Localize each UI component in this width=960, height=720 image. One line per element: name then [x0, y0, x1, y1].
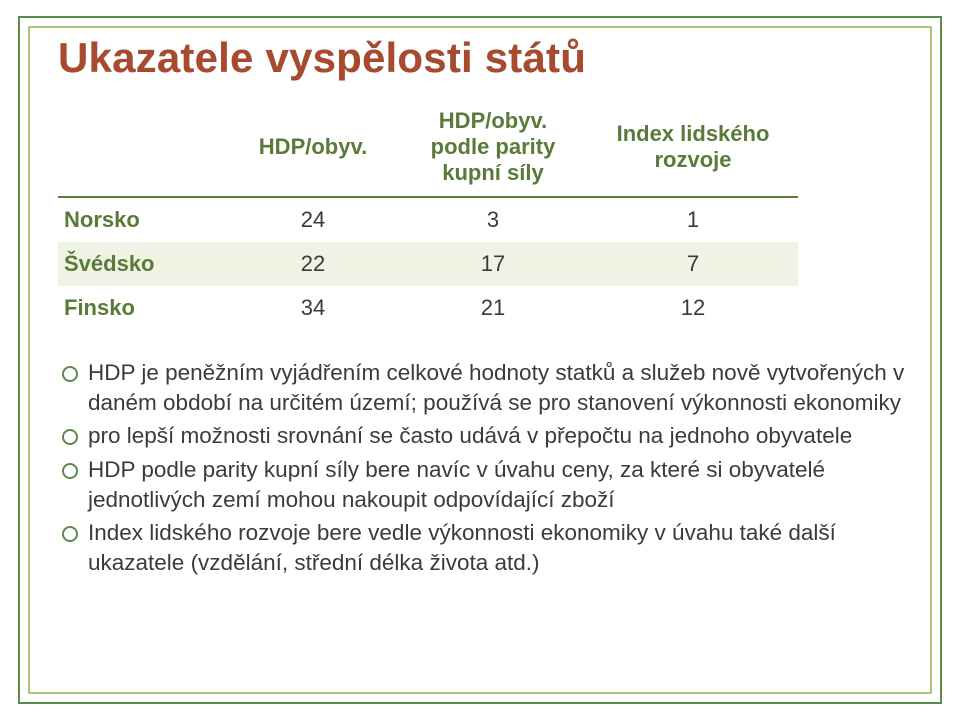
cell: 34	[228, 286, 398, 330]
row-label: Finsko	[58, 286, 228, 330]
table-row: Finsko 34 21 12	[58, 286, 798, 330]
page-title: Ukazatele vyspělosti států	[58, 34, 918, 82]
cell: 7	[588, 242, 798, 286]
cell: 22	[228, 242, 398, 286]
cell: 1	[588, 197, 798, 242]
list-item: pro lepší možnosti srovnání se často udá…	[58, 421, 918, 451]
bullet-list: HDP je peněžním vyjádřením celkové hodno…	[58, 358, 918, 578]
list-item: HDP podle parity kupní síly bere navíc v…	[58, 455, 918, 514]
cell: 21	[398, 286, 588, 330]
row-label: Švédsko	[58, 242, 228, 286]
slide-content: Ukazatele vyspělosti států HDP/obyv. HDP…	[58, 34, 918, 582]
col-blank	[58, 100, 228, 197]
cell: 3	[398, 197, 588, 242]
cell: 17	[398, 242, 588, 286]
table-row: Norsko 24 3 1	[58, 197, 798, 242]
col-hdp: HDP/obyv.	[228, 100, 398, 197]
col-hdi: Index lidského rozvoje	[588, 100, 798, 197]
cell: 12	[588, 286, 798, 330]
col-hdp-ppp: HDP/obyv. podle parity kupní síly	[398, 100, 588, 197]
indicators-table: HDP/obyv. HDP/obyv. podle parity kupní s…	[58, 100, 798, 330]
list-item: HDP je peněžním vyjádřením celkové hodno…	[58, 358, 918, 417]
table-header: HDP/obyv. HDP/obyv. podle parity kupní s…	[58, 100, 798, 197]
cell: 24	[228, 197, 398, 242]
table-row: Švédsko 22 17 7	[58, 242, 798, 286]
list-item: Index lidského rozvoje bere vedle výkonn…	[58, 518, 918, 577]
table-body: Norsko 24 3 1 Švédsko 22 17 7 Finsko 34 …	[58, 197, 798, 330]
row-label: Norsko	[58, 197, 228, 242]
